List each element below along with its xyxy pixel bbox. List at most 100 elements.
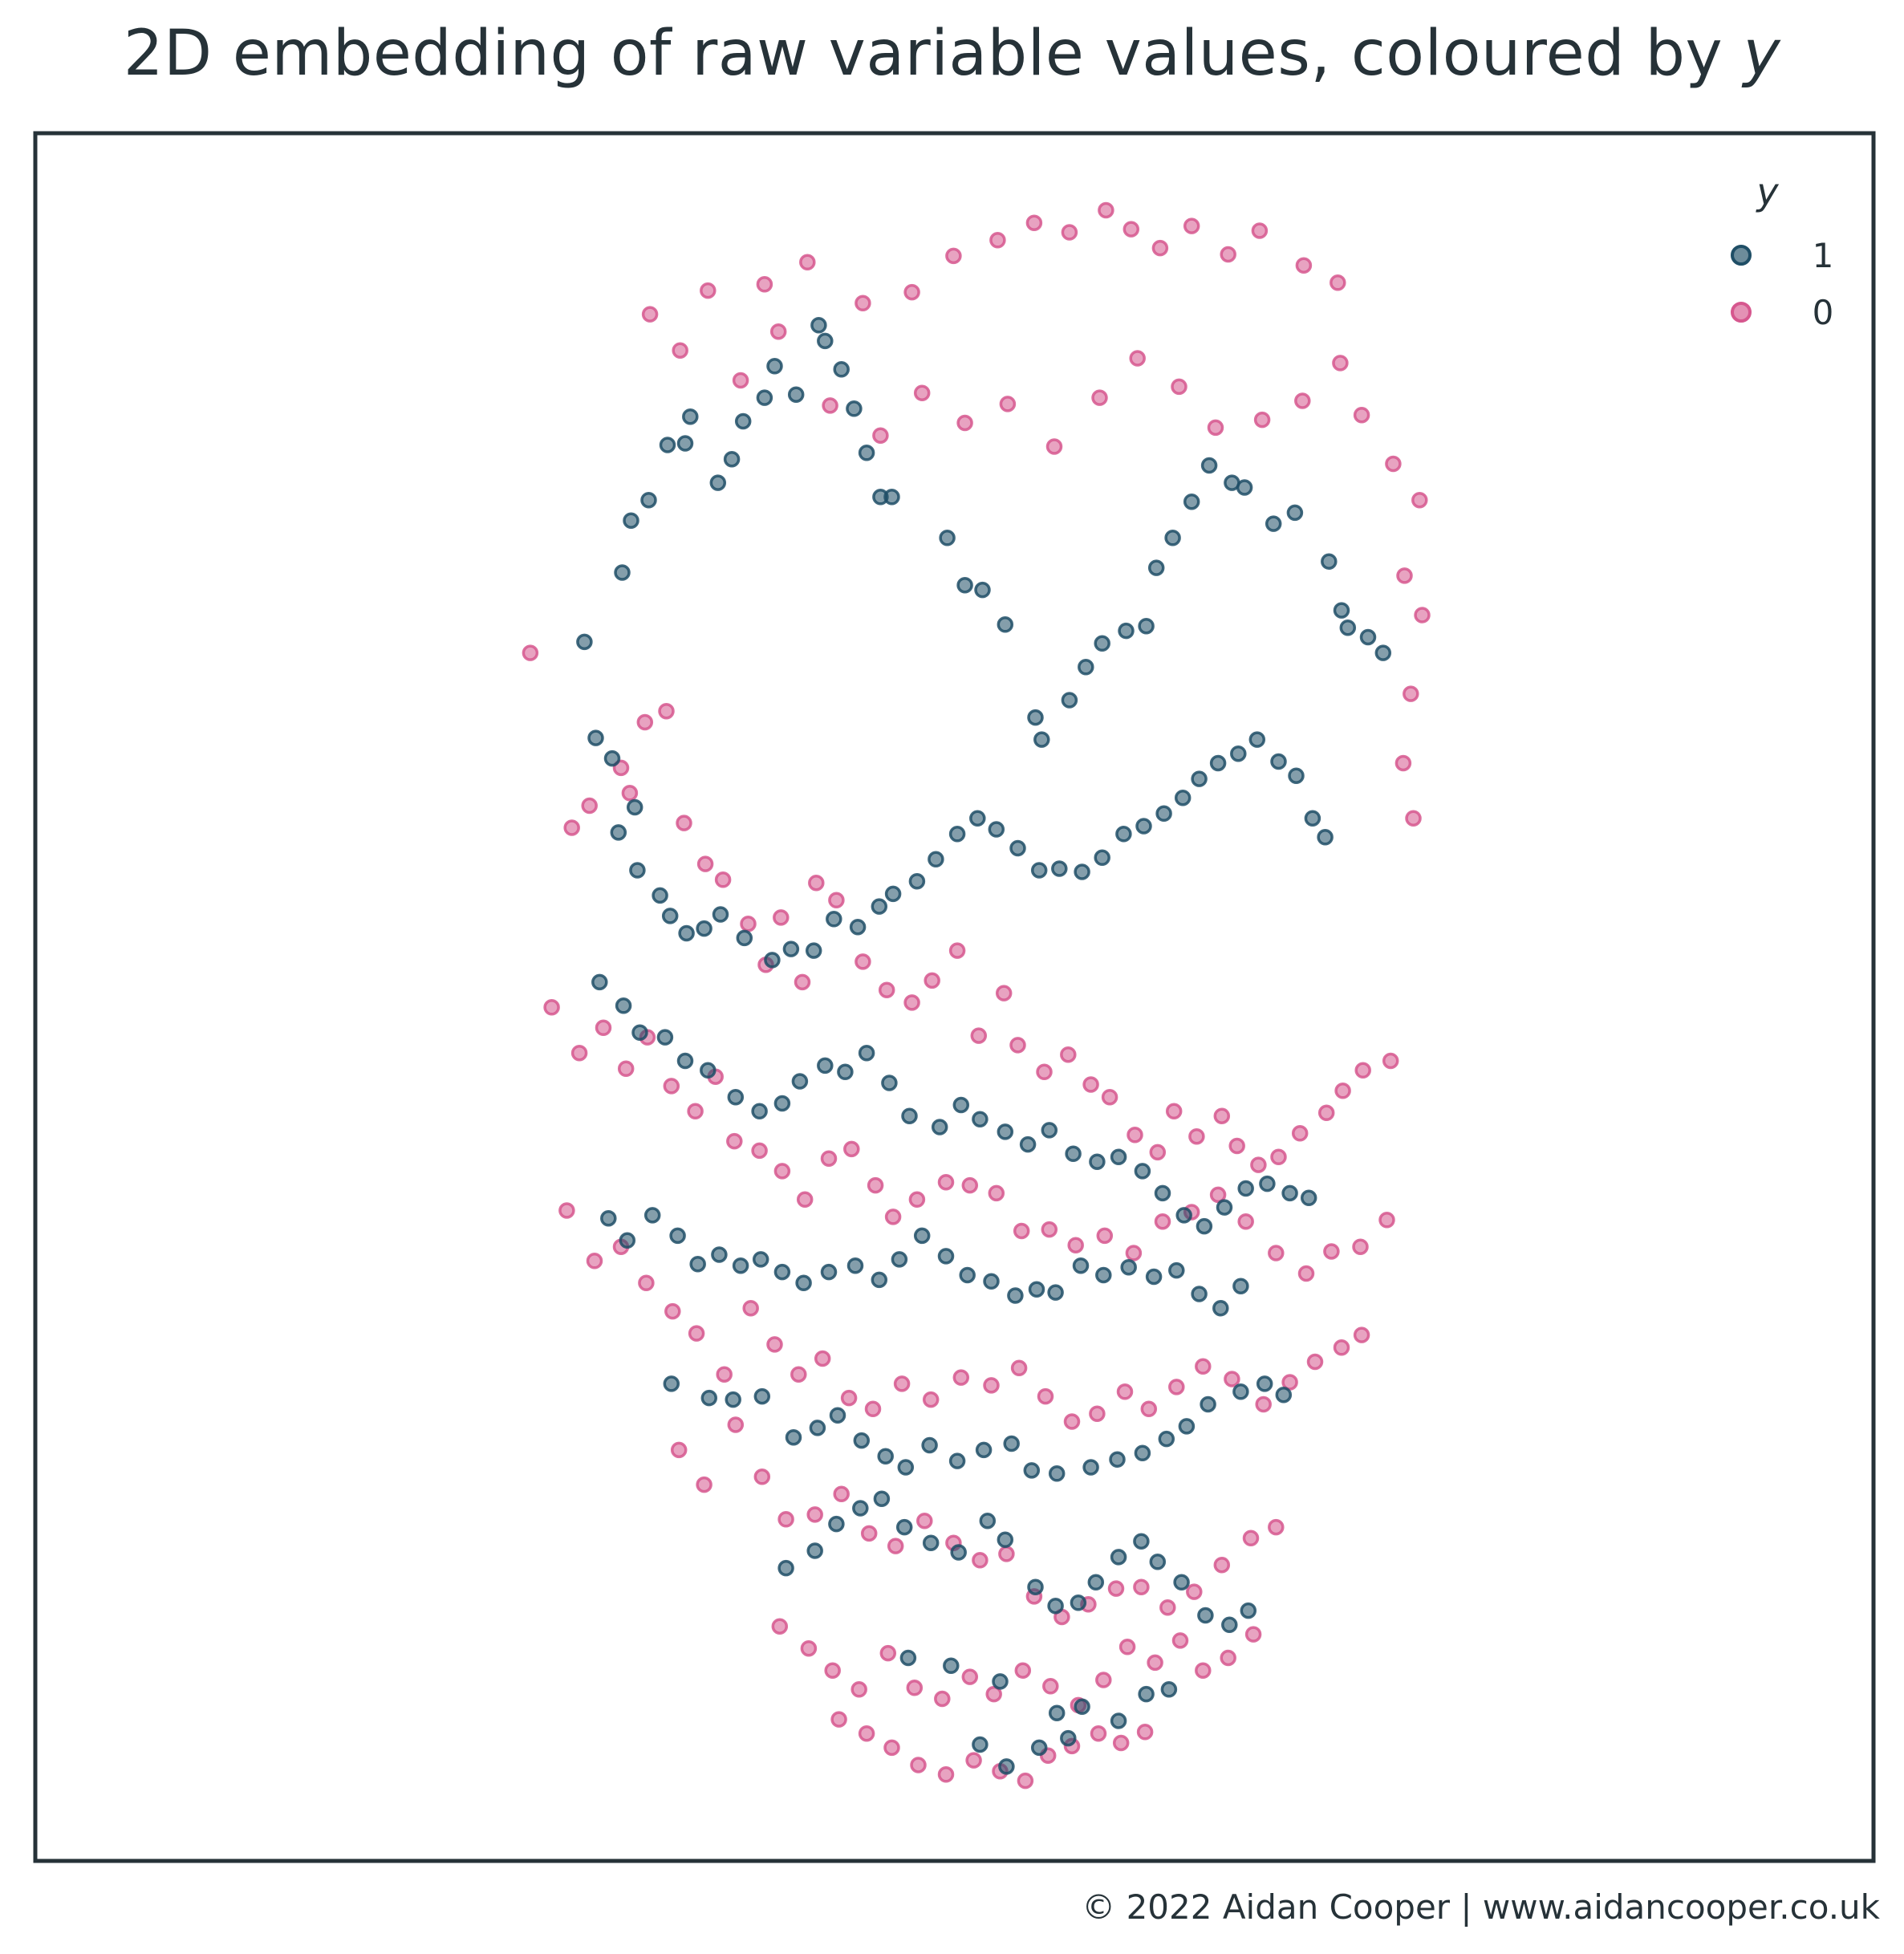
- point-y0-143: [1147, 1654, 1163, 1672]
- point-y0-180: [732, 372, 749, 389]
- point-y1-166: [1178, 1418, 1196, 1435]
- point-y1-75: [1174, 789, 1192, 806]
- point-y0-138: [1014, 1662, 1032, 1679]
- point-y0-87: [864, 1400, 882, 1418]
- point-y1-16: [846, 400, 863, 417]
- point-y1-90: [727, 1088, 745, 1106]
- point-y0-15: [828, 892, 845, 909]
- point-y1-74: [1155, 805, 1172, 823]
- point-y1-191: [1240, 1602, 1257, 1619]
- point-y1-39: [1321, 553, 1338, 570]
- point-y0-137: [985, 1685, 1002, 1703]
- point-y0-18: [903, 994, 920, 1011]
- point-y1-106: [1089, 1153, 1106, 1170]
- point-y0-1: [563, 819, 580, 836]
- point-y0-5: [636, 713, 654, 731]
- point-y0-126: [1213, 1556, 1231, 1574]
- point-y0-195: [1353, 406, 1370, 424]
- point-y0-150: [883, 1739, 900, 1757]
- point-y1-121: [689, 1255, 706, 1273]
- point-y1-59: [849, 918, 867, 936]
- point-y1-117: [600, 1210, 617, 1227]
- legend-marker-0: [1731, 302, 1752, 323]
- point-y0-58: [937, 1173, 955, 1191]
- point-y0-78: [638, 1274, 655, 1292]
- point-y1-131: [913, 1227, 931, 1245]
- point-y0-167: [945, 247, 962, 265]
- point-y0-202: [1405, 810, 1422, 827]
- point-y1-186: [1133, 1533, 1150, 1550]
- point-y0-80: [688, 1325, 705, 1342]
- point-y1-164: [1134, 1444, 1151, 1462]
- point-y0-13: [794, 973, 811, 991]
- point-y1-37: [1265, 515, 1282, 532]
- point-y1-105: [1065, 1145, 1082, 1163]
- points-layer: [522, 201, 1431, 1789]
- point-y1-184: [1087, 1574, 1105, 1591]
- point-y0-82: [742, 1299, 759, 1317]
- point-y0-115: [916, 1512, 933, 1529]
- point-y1-143: [1191, 1286, 1208, 1302]
- point-y1-175: [873, 1490, 891, 1507]
- point-y0-32: [1213, 1107, 1231, 1124]
- point-y0-36: [1291, 1125, 1309, 1142]
- point-y0-10: [740, 915, 757, 932]
- point-y1-33: [1183, 493, 1200, 510]
- point-y1-183: [1070, 1594, 1087, 1611]
- point-y1-168: [1232, 1383, 1249, 1400]
- point-y1-66: [988, 821, 1005, 838]
- point-y1-198: [1138, 1685, 1155, 1703]
- point-y1-172: [806, 1542, 823, 1559]
- point-y1-49: [652, 887, 668, 904]
- point-y1-14: [817, 332, 834, 350]
- point-y1-141: [1145, 1268, 1163, 1286]
- point-y1-17: [858, 445, 875, 461]
- point-y1-147: [700, 1389, 718, 1407]
- point-y0-4: [621, 785, 639, 802]
- point-y0-27: [1101, 1088, 1118, 1106]
- point-y0-189: [1129, 350, 1146, 367]
- point-y0-174: [1183, 217, 1200, 234]
- point-y0-155: [1017, 1772, 1034, 1789]
- point-y0-52: [796, 1191, 814, 1209]
- point-y0-185: [956, 414, 973, 432]
- point-y1-146: [663, 1375, 680, 1392]
- point-y0-117: [972, 1552, 989, 1569]
- point-y0-152: [937, 1766, 955, 1783]
- point-y1-26: [1061, 692, 1078, 709]
- point-y0-191: [1207, 419, 1224, 437]
- point-y0-66: [1154, 1213, 1171, 1230]
- point-y1-112: [1216, 1199, 1233, 1216]
- point-y0-50: [751, 1142, 768, 1160]
- point-y0-136: [961, 1668, 979, 1685]
- point-y1-160: [1023, 1462, 1041, 1479]
- point-y1-97: [881, 1074, 898, 1091]
- point-y1-109: [1154, 1184, 1171, 1202]
- point-y1-25: [1033, 731, 1050, 748]
- point-y1-133: [959, 1266, 976, 1284]
- point-y1-5: [676, 435, 694, 452]
- legend-label-0: 0: [1813, 293, 1834, 332]
- point-y1-79: [1248, 731, 1266, 748]
- point-y1-194: [992, 1673, 1009, 1690]
- point-y1-99: [931, 1119, 948, 1135]
- point-y1-145: [1232, 1278, 1249, 1294]
- point-y0-102: [1281, 1374, 1298, 1391]
- point-y1-102: [997, 1123, 1014, 1140]
- point-y0-106: [670, 1441, 688, 1459]
- point-y0-113: [860, 1525, 878, 1542]
- point-y1-129: [871, 1271, 888, 1289]
- point-y1-108: [1134, 1163, 1151, 1180]
- point-y0-91: [983, 1377, 1000, 1394]
- point-y0-49: [726, 1132, 743, 1150]
- point-y0-199: [1414, 607, 1431, 624]
- point-y1-115: [1281, 1184, 1298, 1202]
- point-y1-89: [700, 1062, 717, 1079]
- point-y0-184: [913, 384, 931, 401]
- point-y1-113: [1237, 1180, 1254, 1197]
- point-y0-72: [1323, 1243, 1340, 1260]
- point-y1-67: [1009, 839, 1026, 857]
- point-y1-63: [928, 851, 944, 868]
- point-y1-58: [826, 911, 842, 928]
- point-y1-57: [805, 942, 822, 959]
